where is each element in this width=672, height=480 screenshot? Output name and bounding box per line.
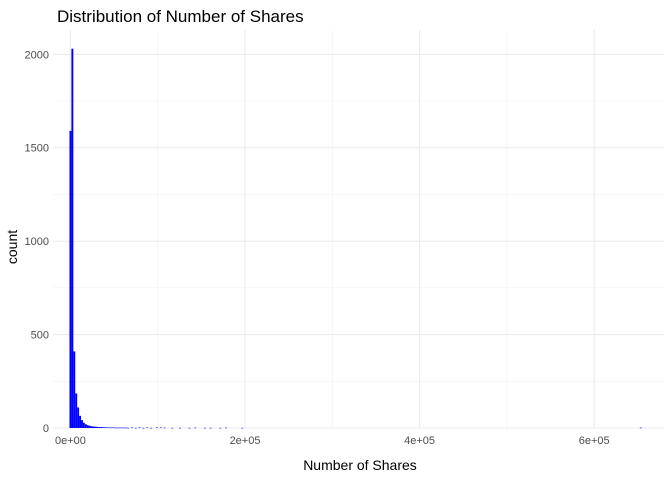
histogram-bar (86, 425, 89, 428)
chart-title: Distribution of Number of Shares (57, 7, 304, 26)
y-tick-label: 500 (31, 330, 49, 342)
histogram-bar (142, 427, 145, 429)
histogram-bar (96, 426, 99, 428)
histogram-bar (146, 427, 149, 429)
histogram-bar (90, 426, 93, 428)
histogram-bar (77, 407, 80, 428)
histogram-bar (100, 427, 103, 428)
y-axis-tick-labels: 0 500 1000 1500 2000 (25, 49, 49, 435)
histogram-bar (98, 427, 101, 428)
x-axis-title: Number of Shares (303, 457, 417, 473)
histogram-bar (203, 427, 206, 429)
histogram-bar (138, 427, 141, 429)
histogram-bar (171, 427, 174, 429)
histogram-bars (69, 48, 642, 429)
histogram-bar (115, 427, 118, 429)
major-gridlines (53, 30, 664, 429)
histogram-bar (117, 427, 120, 429)
histogram-bar (79, 415, 82, 428)
histogram-bar (107, 427, 110, 429)
histogram-bar (123, 427, 126, 429)
y-axis-title: count (4, 230, 20, 264)
x-tick-label: 2e+05 (230, 435, 261, 447)
x-tick-label: 4e+05 (404, 435, 435, 447)
histogram-bar (84, 424, 87, 428)
x-tick-label: 0e+00 (55, 435, 86, 447)
histogram-bar (73, 351, 76, 428)
x-axis-tick-labels: 0e+00 2e+05 4e+05 6e+05 (55, 435, 610, 447)
minor-gridlines (53, 30, 664, 428)
histogram-bar (75, 393, 78, 428)
histogram-bar (104, 427, 106, 428)
histogram-bar (225, 427, 227, 429)
histogram-bar (159, 427, 162, 429)
histogram-bar (241, 427, 244, 429)
histogram-bar (105, 427, 108, 429)
histogram-bar (94, 426, 97, 428)
histogram-bar (134, 427, 137, 429)
histogram-bar (178, 427, 181, 429)
histogram-bar (209, 427, 212, 429)
histogram-bar (127, 427, 130, 429)
histogram-bar (163, 427, 166, 429)
histogram-bar (194, 427, 197, 429)
histogram-bar (219, 427, 222, 429)
histogram-bar (81, 420, 83, 428)
histogram-bar (639, 427, 642, 429)
y-tick-label: 1500 (25, 143, 49, 155)
histogram-bar (102, 427, 105, 428)
histogram-bar (92, 426, 95, 428)
histogram-bar (69, 130, 72, 428)
histogram-bar (150, 427, 153, 429)
histogram-bar (113, 427, 116, 429)
y-tick-label: 1000 (25, 236, 49, 248)
histogram-bar (82, 422, 85, 428)
histogram-bar (71, 48, 74, 428)
histogram-bar (155, 427, 158, 429)
histogram-bar (111, 427, 114, 429)
histogram-bar (130, 427, 133, 429)
y-tick-label: 2000 (25, 49, 49, 61)
y-tick-label: 0 (43, 423, 49, 435)
histogram-bar (119, 427, 122, 429)
x-tick-label: 6e+05 (579, 435, 610, 447)
histogram-bar (125, 427, 128, 429)
histogram-bar (121, 427, 124, 429)
histogram-bar (88, 425, 91, 428)
histogram-bar (188, 427, 191, 429)
histogram-bar (109, 427, 112, 429)
